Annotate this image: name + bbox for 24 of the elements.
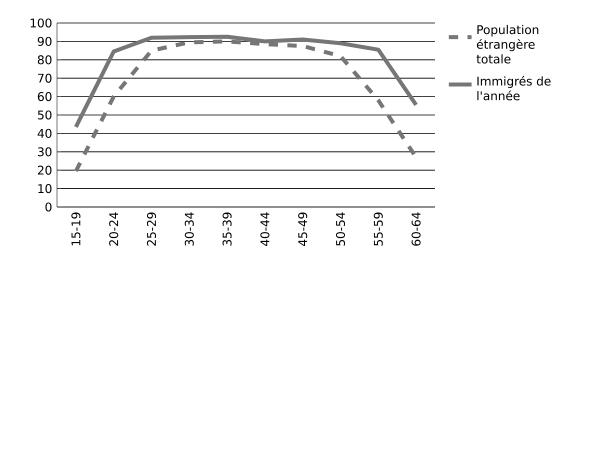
x-tick-label: 45-49 [298,212,308,246]
y-tick-label: 0 [45,202,52,212]
x-tick-label: 50-54 [336,212,346,246]
x-tick-label: 35-39 [222,212,232,246]
y-tick-label: 80 [38,55,52,64]
line-series [74,39,418,174]
x-tick-label: 40-44 [260,212,270,246]
x-tick-label: 15-19 [71,212,80,246]
x-tick-label: 20-24 [109,212,118,246]
x-tick-label: 55-59 [374,212,383,246]
y-tick-label: 10 [38,184,52,194]
legend-label: Immigrés de l'année [477,76,551,100]
y-tick-label: 90 [38,36,52,46]
x-tick-label: 60-64 [412,212,421,246]
y-tick-label: 30 [38,147,52,156]
x-tick-label: 25-29 [146,212,156,246]
legend-label: Population étrangère totale [476,24,538,64]
y-tick-label: 60 [38,92,52,102]
y-tick-label: 100 [30,18,52,28]
y-tick-label: 70 [38,74,52,83]
y-tick-label: 20 [38,166,52,175]
x-tick-label: 30-34 [184,212,194,246]
y-tick-label: 40 [38,128,52,138]
y-tick-label: 50 [38,110,52,120]
